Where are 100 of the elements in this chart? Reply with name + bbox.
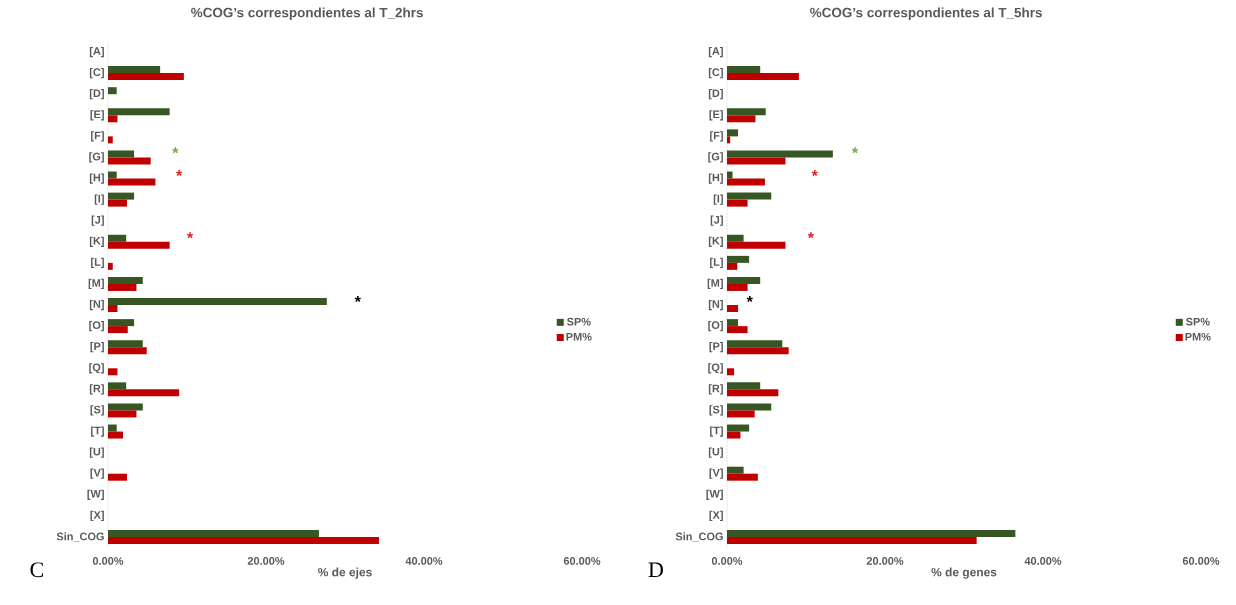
y-tick-label: [C] <box>708 68 723 79</box>
y-tick-label: [N] <box>89 299 104 311</box>
bar <box>727 473 758 481</box>
bar <box>108 87 117 95</box>
y-tick-label: [J] <box>91 215 104 226</box>
y-tick-label: [V] <box>709 468 723 479</box>
bar <box>727 431 741 439</box>
x-tick-label: 40.00% <box>1024 557 1062 565</box>
y-tick-label: Sin_COG <box>56 532 104 542</box>
bar <box>727 529 1016 537</box>
y-tick-label: [I] <box>94 194 104 205</box>
bar <box>108 276 143 284</box>
y-tick-label: [I] <box>713 194 723 205</box>
y-tick-label: [P] <box>90 342 104 353</box>
y-tick-label: [G] <box>708 152 723 163</box>
y-tick-label: [Q] <box>708 363 723 374</box>
bar <box>108 157 151 165</box>
bar <box>108 298 327 306</box>
annotation: * <box>851 147 859 154</box>
y-tick-label: [K] <box>89 236 104 247</box>
legend-label: PM% <box>566 332 592 341</box>
y-tick-label: Sin_COG <box>675 532 723 542</box>
y-tick-label: [L] <box>91 257 104 268</box>
bar <box>727 340 783 348</box>
y-tick-label: [N] <box>708 299 723 311</box>
annotation: * <box>746 296 753 303</box>
y-tick-label: [S] <box>90 405 104 416</box>
bar <box>108 73 184 81</box>
y-tick-label: [V] <box>90 468 104 479</box>
y-tick-label: [C] <box>89 68 104 79</box>
y-tick-label: [W] <box>706 489 723 500</box>
x-axis-title: % de genes <box>931 567 997 579</box>
y-tick-label: [U] <box>89 447 104 458</box>
bar <box>108 319 135 327</box>
x-tick-label: 0.00% <box>711 557 743 565</box>
bar <box>727 115 756 123</box>
bar <box>727 319 739 327</box>
bar <box>727 241 786 249</box>
legend-label: SP% <box>1185 317 1210 326</box>
bar <box>727 403 772 411</box>
bar <box>727 283 748 291</box>
bar <box>108 283 137 291</box>
bar <box>108 410 137 418</box>
annotation: * <box>807 232 814 239</box>
bar <box>727 178 765 186</box>
bar <box>727 136 731 144</box>
text: D <box>648 562 663 577</box>
bar <box>108 115 118 123</box>
y-tick-label: [E] <box>709 110 723 121</box>
bar <box>727 536 977 544</box>
bar <box>108 382 127 390</box>
bar <box>108 340 143 348</box>
y-tick-label: [T] <box>710 426 723 437</box>
y-tick-label: [O] <box>708 321 723 332</box>
bar <box>727 234 744 242</box>
y-tick-label: [F] <box>710 131 723 142</box>
bar <box>727 382 761 390</box>
bar <box>727 255 750 263</box>
annotation: * <box>172 147 179 154</box>
y-tick-label: [J] <box>710 215 723 226</box>
bar <box>727 108 766 116</box>
bar <box>727 192 772 200</box>
y-tick-label: [D] <box>89 89 104 100</box>
y-tick-label: [G] <box>89 152 104 163</box>
y-tick-label: [D] <box>708 89 723 100</box>
bar <box>727 262 738 270</box>
bar <box>727 347 789 355</box>
x-tick-label: 20.00% <box>247 557 285 565</box>
annotation: * <box>186 232 194 239</box>
bar <box>108 262 113 270</box>
bar <box>108 199 127 207</box>
bar <box>727 326 748 334</box>
bar <box>108 150 135 158</box>
bar <box>727 389 779 397</box>
bar <box>727 66 761 74</box>
y-tick-label: [M] <box>88 278 104 290</box>
bar <box>727 171 733 179</box>
y-tick-label: [H] <box>708 173 723 184</box>
text: C <box>30 562 44 578</box>
bar <box>108 473 127 481</box>
x-tick-label: 60.00% <box>563 557 601 565</box>
y-tick-label: [T] <box>91 426 104 437</box>
y-tick-label: [L] <box>710 257 723 268</box>
bar <box>108 431 124 439</box>
bar <box>727 73 799 81</box>
bar <box>108 305 118 313</box>
bar <box>727 276 761 284</box>
bar <box>108 171 117 179</box>
y-tick-label: [Q] <box>89 363 104 374</box>
bar <box>108 403 143 411</box>
chart-title: %COG’s correspondientes al T_5hrs <box>810 7 1042 20</box>
chart-title: %COG’s correspondientes al T_2hrs <box>191 7 423 20</box>
x-tick-label: 60.00% <box>1182 557 1220 565</box>
bar <box>727 424 750 432</box>
bar <box>727 150 833 158</box>
bar <box>108 66 161 74</box>
bar <box>108 234 127 242</box>
bar <box>727 466 744 474</box>
x-tick-label: 20.00% <box>866 557 904 565</box>
legend-label: PM% <box>1185 332 1211 341</box>
